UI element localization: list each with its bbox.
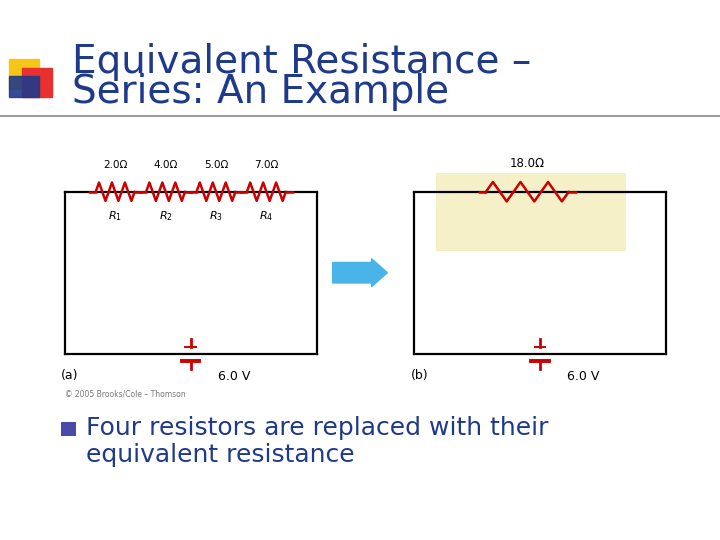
Text: $R_3$: $R_3$ <box>209 209 223 223</box>
Text: 6.0 V: 6.0 V <box>218 370 251 383</box>
Text: 2.0Ω: 2.0Ω <box>103 160 127 170</box>
Text: 18.0Ω: 18.0Ω <box>510 157 545 170</box>
Bar <box>436 173 626 251</box>
Text: © 2005 Brooks/Cole – Thomson: © 2005 Brooks/Cole – Thomson <box>65 390 186 399</box>
Text: (a): (a) <box>61 369 78 382</box>
Bar <box>9 76 39 97</box>
Text: equivalent resistance: equivalent resistance <box>86 443 355 467</box>
Text: $R_1$: $R_1$ <box>108 209 122 223</box>
Text: $R_4$: $R_4$ <box>259 209 274 223</box>
Text: $R_2$: $R_2$ <box>158 209 173 223</box>
Bar <box>22 68 52 97</box>
Text: Equivalent Resistance –: Equivalent Resistance – <box>72 43 531 81</box>
Text: Four resistors are replaced with their: Four resistors are replaced with their <box>86 416 549 440</box>
Bar <box>61 422 76 436</box>
Text: 4.0Ω: 4.0Ω <box>153 160 178 170</box>
Text: 5.0Ω: 5.0Ω <box>204 160 228 170</box>
Text: (b): (b) <box>410 369 428 382</box>
Bar <box>9 59 39 89</box>
FancyArrow shape <box>333 259 387 287</box>
Text: Series: An Example: Series: An Example <box>72 73 449 111</box>
Text: 6.0 V: 6.0 V <box>567 370 600 383</box>
Text: 7.0Ω: 7.0Ω <box>254 160 279 170</box>
